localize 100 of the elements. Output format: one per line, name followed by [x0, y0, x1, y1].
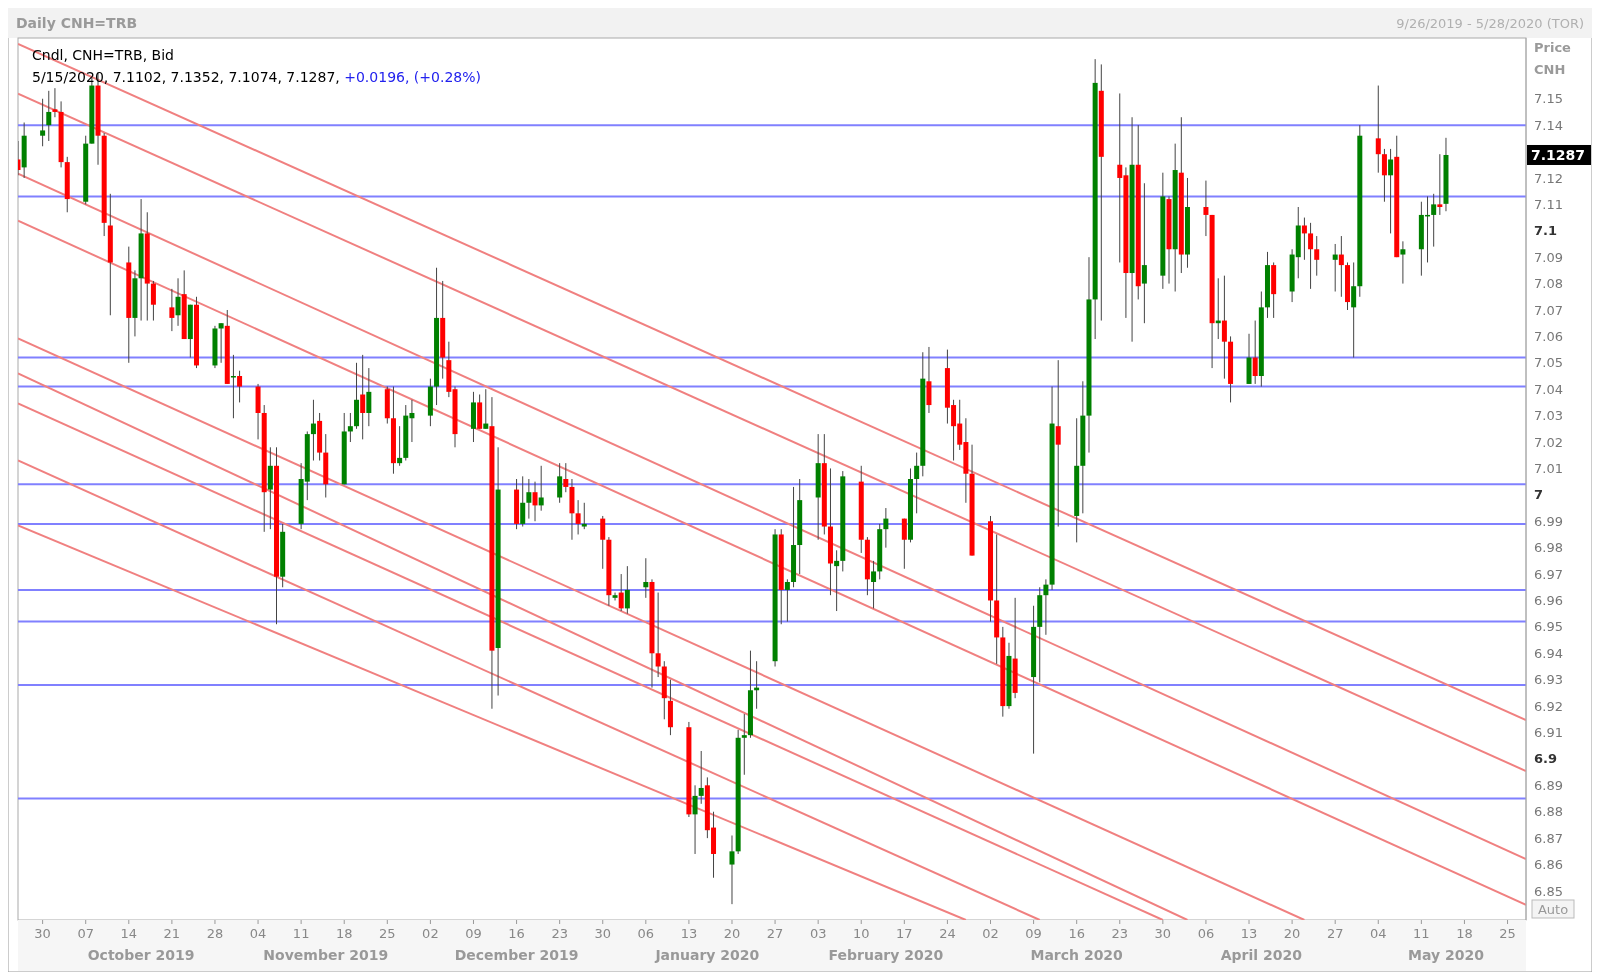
- candlestick: [729, 835, 735, 905]
- y-tick-label: 7.07: [1534, 302, 1563, 318]
- candlestick: [926, 346, 932, 414]
- candlestick: [575, 499, 581, 535]
- candlestick: [360, 354, 366, 440]
- x2-tick-label: January 2020: [654, 947, 760, 963]
- candlestick: [901, 518, 907, 570]
- candlestick: [1203, 180, 1209, 237]
- y-tick-label: 6.91: [1534, 725, 1563, 741]
- x-tick-label: 06: [637, 926, 655, 941]
- x-tick-label: 13: [1240, 926, 1258, 941]
- x-tick-label: 13: [680, 926, 698, 941]
- x-tick-label: 27: [766, 926, 784, 941]
- candlestick: [532, 481, 538, 522]
- candlestick: [581, 502, 587, 530]
- x-tick-label: 14: [120, 926, 138, 941]
- candlestick: [175, 277, 181, 327]
- y-tick-label: 7.06: [1534, 328, 1563, 344]
- y-tick-label: 7.04: [1534, 381, 1563, 397]
- x-tick-label: 16: [1068, 926, 1085, 941]
- x-tick-label: 11: [1413, 926, 1430, 941]
- y-tick-label: 7.03: [1534, 408, 1563, 424]
- x-tick-label: 27: [1326, 926, 1344, 941]
- candlestick: [1338, 235, 1344, 298]
- y-tick-label: 6.99: [1534, 513, 1563, 529]
- candlestick: [600, 515, 606, 570]
- y-tick-label: 6.92: [1534, 698, 1563, 714]
- x-tick-label: 16: [508, 926, 525, 941]
- x-tick-label: 30: [1154, 926, 1172, 941]
- candlestick: [267, 446, 273, 530]
- text: 9/26/2019 - 5/28/2020 (TOR): [1396, 16, 1584, 31]
- x-tick-label: 23: [551, 926, 568, 941]
- candlestick: [1375, 85, 1381, 174]
- x-tick-label: 11: [292, 926, 310, 941]
- y-tick-label: 6.94: [1534, 645, 1563, 661]
- annotation: Cndl, CNH=TRB, Bid: [32, 47, 174, 63]
- candlestick: [230, 354, 236, 419]
- x2-tick-label: October 2019: [87, 947, 195, 963]
- candlestick: [1043, 578, 1049, 636]
- y-tick-label: 6.87: [1534, 830, 1563, 846]
- candlestick: [883, 507, 889, 549]
- x-tick-label: 21: [163, 926, 181, 941]
- annotation: +0.0196, (+0.28%): [344, 69, 481, 85]
- candlestick: [871, 560, 877, 609]
- x-tick-label: 10: [852, 926, 870, 941]
- candlestick: [310, 399, 316, 462]
- y-tick-label: 7.02: [1534, 434, 1563, 450]
- candlestick: [1055, 359, 1061, 528]
- x-tick-label: 20: [1283, 926, 1301, 941]
- auto-button: Auto: [1531, 899, 1575, 919]
- x-tick-label: 25: [1499, 926, 1516, 941]
- y-tick-label: 6.89: [1534, 777, 1563, 793]
- y-tick-label: 7.14: [1534, 117, 1563, 133]
- y-tick-label: 7.01: [1534, 460, 1563, 476]
- candlestick: [366, 367, 372, 427]
- x2-tick-label: February 2020: [828, 947, 944, 963]
- candlestick: [1388, 148, 1394, 234]
- candlestick: [218, 322, 224, 364]
- candlestick: [397, 425, 403, 467]
- y-tick-label: 7.11: [1534, 196, 1563, 212]
- candlestick: [1141, 182, 1147, 324]
- y-tick-label: 6.98: [1534, 540, 1563, 556]
- y-tick-label: 7.08: [1534, 276, 1563, 292]
- x-tick-label: 07: [77, 926, 94, 941]
- candlestick: [1314, 235, 1320, 277]
- candlestick: [347, 412, 353, 443]
- x2-tick-label: November 2019: [263, 947, 389, 963]
- candlestick: [40, 98, 46, 147]
- candlestick: [612, 592, 618, 601]
- x2-tick-label: May 2020: [1408, 947, 1485, 963]
- candlestick: [1381, 148, 1387, 203]
- candlestick: [655, 592, 661, 678]
- y-tick-label: 6.97: [1534, 566, 1563, 582]
- candlestick: [526, 478, 532, 520]
- candlestick: [1351, 261, 1357, 359]
- candlestick: [914, 452, 920, 514]
- x-tick-label: 20: [723, 926, 741, 941]
- x-tick-label: 30: [34, 926, 51, 941]
- x2-tick-label: April 2020: [1220, 947, 1303, 963]
- x-tick-label: 28: [206, 926, 224, 941]
- x-tick-label: 23: [1111, 926, 1129, 941]
- candlestick: [698, 750, 704, 805]
- y-tick-label: 7.15: [1534, 91, 1563, 107]
- x-tick-label: 24: [939, 926, 956, 941]
- y-tick-label: 7: [1534, 487, 1544, 503]
- y-tick-label: 6.85: [1534, 883, 1563, 899]
- candlestick: [624, 565, 630, 615]
- candlestick: [150, 280, 156, 322]
- candlestick: [692, 784, 698, 855]
- y-tick-label: 7.12: [1534, 170, 1563, 186]
- x-tick-label: 09: [465, 926, 482, 941]
- y-tick-label: 7.09: [1534, 249, 1563, 265]
- candlestick: [52, 87, 58, 118]
- x-tick-label: 18: [1456, 926, 1473, 941]
- candlestick: [1221, 275, 1227, 380]
- candlestick: [563, 462, 569, 493]
- candlestick: [1308, 222, 1314, 290]
- x-tick-label: 25: [379, 926, 396, 941]
- x-tick-label: 03: [809, 926, 827, 941]
- candlestick: [1400, 240, 1406, 285]
